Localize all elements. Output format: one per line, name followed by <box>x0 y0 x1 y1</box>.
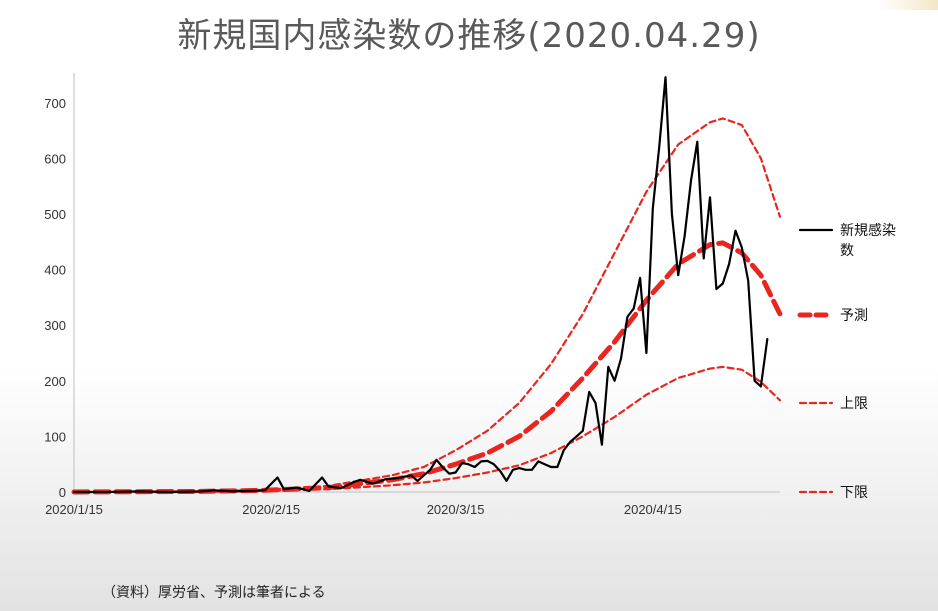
y-tick-label: 100 <box>44 429 66 444</box>
series-line-1 <box>71 240 783 495</box>
y-tick-label: 200 <box>44 374 66 389</box>
x-tick-label: 2020/4/15 <box>624 502 682 517</box>
x-tick-label: 2020/3/15 <box>427 502 485 517</box>
y-tick-label: 700 <box>44 96 66 111</box>
y-tick-label: 0 <box>59 485 66 500</box>
y-tick-label: 300 <box>44 318 66 333</box>
y-tick-label: 600 <box>44 151 66 166</box>
x-tick-label: 2020/2/15 <box>242 502 300 517</box>
series-line-3 <box>72 365 782 494</box>
corner-accent <box>878 0 938 10</box>
x-tick-label: 2020/1/15 <box>45 502 103 517</box>
legend-label-2: 上限 <box>840 396 868 412</box>
series-line-2 <box>72 117 782 494</box>
legend-label-3: 下限 <box>840 485 868 501</box>
legend-label-0: 新規感染数 <box>840 222 896 259</box>
y-tick-label: 500 <box>44 207 66 222</box>
legend-label-1: 予測 <box>840 308 868 324</box>
series-line-0 <box>72 76 769 494</box>
chart-title: 新規国内感染数の推移(2020.04.29) <box>177 16 761 56</box>
source-note: （資料）厚労省、予測は筆者による <box>102 585 326 601</box>
axes: 0 100 200 300 400 500 600 700 2020/1/15 2020/2/15… <box>44 73 780 517</box>
y-tick-label: 400 <box>44 263 66 278</box>
series-layer <box>71 76 783 495</box>
